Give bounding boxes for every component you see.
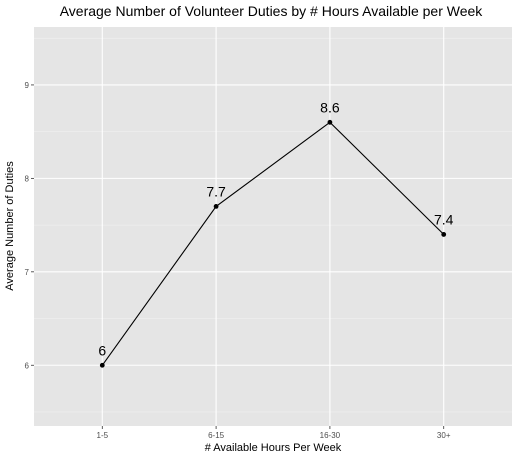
x-tick-label: 1-5 xyxy=(97,431,109,440)
data-point xyxy=(213,204,219,209)
x-tick-label: 30+ xyxy=(437,431,451,440)
data-point xyxy=(327,119,333,125)
data-point xyxy=(99,362,105,368)
x-tick-label: 16-30 xyxy=(320,431,341,440)
y-tick-label: 9 xyxy=(25,81,30,90)
y-axis-tick-labels: 6 7 8 9 xyxy=(25,81,30,370)
y-tick-label: 6 xyxy=(25,361,30,370)
y-tick-label: 8 xyxy=(25,174,30,183)
data-labels: 6 7.7 8.6 7.4 xyxy=(98,99,453,358)
chart-title: Average Number of Volunteer Duties by # … xyxy=(60,3,484,19)
axis-ticks xyxy=(31,84,445,429)
y-tick-label: 7 xyxy=(25,268,30,277)
data-label: 6 xyxy=(98,342,106,358)
x-axis-tick-labels: 1-5 6-15 16-30 30+ xyxy=(97,431,451,440)
data-label: 8.6 xyxy=(320,99,340,115)
y-axis-title: Average Number of Duties xyxy=(4,161,16,291)
data-label: 7.7 xyxy=(206,183,226,199)
series-line xyxy=(101,121,445,366)
major-gridlines xyxy=(34,27,512,426)
data-point xyxy=(441,232,447,237)
x-tick-label: 6-15 xyxy=(208,431,225,440)
x-axis-title: # Available Hours Per Week xyxy=(205,442,342,454)
plot-panel xyxy=(34,27,512,426)
data-points xyxy=(99,119,447,368)
data-label: 7.4 xyxy=(434,211,454,227)
minor-gridlines xyxy=(34,37,512,413)
